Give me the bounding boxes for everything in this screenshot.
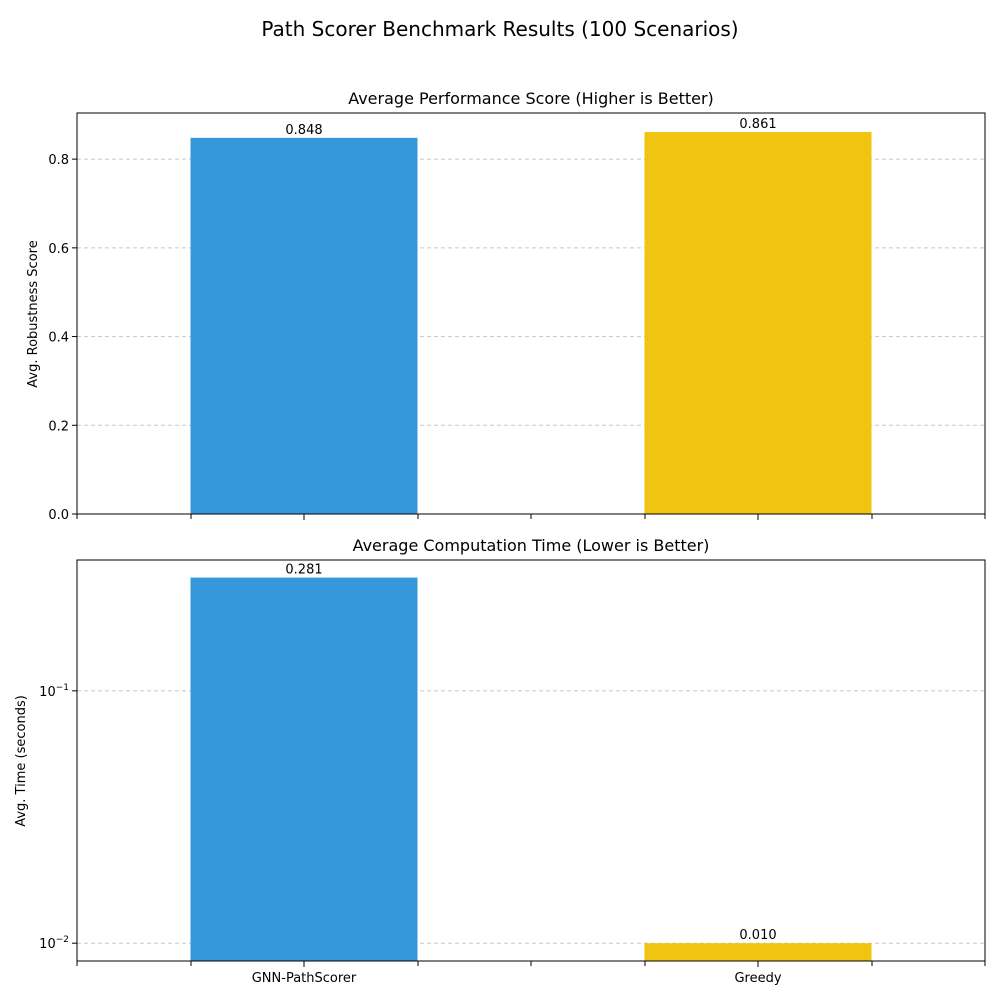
performance-y-tick-label: 0.8 [48, 153, 69, 168]
time-y-tick-label: 10−1 [39, 683, 69, 700]
performance-y-tick-label: 0.4 [48, 331, 69, 346]
performance-y-tick-label: 0.0 [48, 508, 69, 523]
performance-data-label-greedy: 0.861 [739, 117, 776, 132]
time-data-label-greedy: 0.010 [739, 928, 776, 943]
figure-title: Path Scorer Benchmark Results (100 Scena… [261, 17, 738, 41]
performance-panel-title: Average Performance Score (Higher is Bet… [348, 89, 714, 108]
time-x-tick-label: Greedy [734, 971, 781, 986]
performance-bar-gnn-pathscorer [190, 137, 418, 515]
performance-score-panel: Average Performance Score (Higher is Bet… [26, 89, 986, 523]
time-panel-title: Average Computation Time (Lower is Bette… [353, 536, 710, 555]
time-y-axis-label: Avg. Time (seconds) [14, 695, 29, 827]
performance-y-axis-label: Avg. Robustness Score [26, 240, 41, 387]
performance-y-tick-label: 0.6 [48, 242, 69, 257]
time-bar-gnn-pathscorer [190, 577, 418, 961]
computation-time-panel: Average Computation Time (Lower is Bette… [14, 536, 986, 986]
performance-data-label-gnn-pathscorer: 0.848 [285, 123, 322, 138]
performance-y-tick-label: 0.2 [48, 419, 69, 434]
time-data-label-gnn-pathscorer: 0.281 [285, 563, 322, 578]
time-x-tick-label: GNN-PathScorer [252, 971, 357, 986]
time-bar-greedy [644, 943, 872, 961]
time-y-tick-label: 10−2 [39, 935, 69, 952]
performance-bar-greedy [644, 132, 872, 515]
